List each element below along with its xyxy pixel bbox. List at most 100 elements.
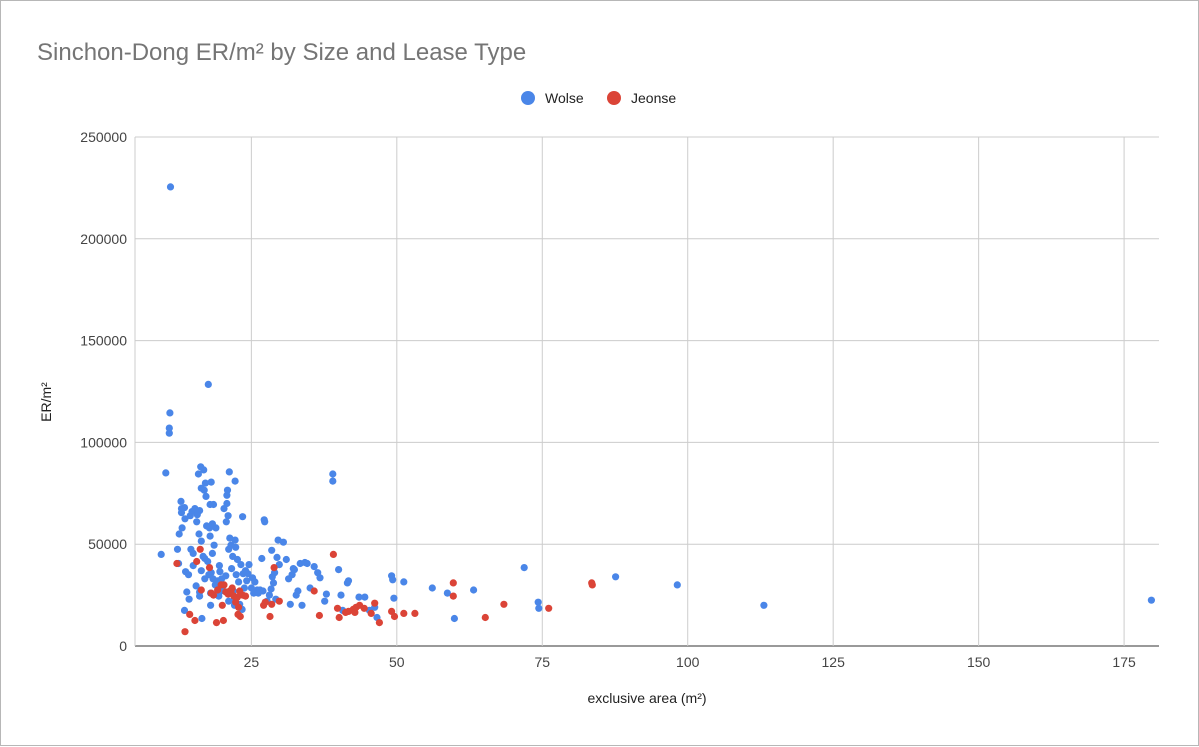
data-point-wolse <box>200 486 208 494</box>
data-point-wolse <box>197 567 205 575</box>
y-tick-label: 100000 <box>80 434 127 450</box>
data-point-wolse <box>165 429 173 437</box>
data-point-wolse <box>310 563 318 571</box>
legend-marker-wolse <box>521 91 535 105</box>
data-point-wolse <box>228 565 236 573</box>
series-wolse <box>157 183 1155 623</box>
data-point-wolse <box>222 572 230 580</box>
data-point-wolse <box>450 614 458 623</box>
y-tick-label: 150000 <box>80 333 127 349</box>
data-point-jeonse <box>390 612 399 621</box>
data-point-wolse <box>361 593 369 601</box>
data-point-jeonse <box>196 545 204 553</box>
data-point-jeonse <box>449 579 457 587</box>
data-point-jeonse <box>329 550 337 559</box>
x-axis-label: exclusive area (m²) <box>587 690 706 706</box>
data-point-wolse <box>198 614 206 623</box>
y-axis-ticks: 0 50000 100000 150000 200000 250000 <box>80 129 127 654</box>
x-axis-ticks: 25 50 75 100 125 150 175 <box>244 654 1136 670</box>
data-point-wolse <box>215 562 223 570</box>
chart-title: Sinchon-Dong ER/m² by Size and Lease Typ… <box>37 39 526 66</box>
data-point-wolse <box>196 592 204 600</box>
data-point-wolse <box>329 477 337 485</box>
data-point-jeonse <box>186 610 194 619</box>
data-point-jeonse <box>360 604 368 612</box>
data-point-jeonse <box>500 600 508 608</box>
data-point-wolse <box>166 183 175 191</box>
data-point-wolse <box>237 561 245 569</box>
data-point-wolse <box>267 585 275 593</box>
data-point-wolse <box>195 530 203 538</box>
data-point-wolse <box>225 468 233 476</box>
data-point-wolse <box>470 586 478 594</box>
data-point-jeonse <box>266 612 274 621</box>
x-tick-label: 150 <box>967 654 991 670</box>
data-point-wolse <box>329 470 337 478</box>
data-point-wolse <box>189 549 197 558</box>
data-point-wolse <box>166 409 174 417</box>
legend-label-wolse: Wolse <box>545 90 584 106</box>
legend-label-jeonse: Jeonse <box>631 90 676 106</box>
data-point-wolse <box>200 466 208 474</box>
data-point-jeonse <box>241 592 250 600</box>
data-point-wolse <box>196 507 204 515</box>
data-point-wolse <box>265 591 273 599</box>
gridlines <box>134 136 1159 647</box>
data-point-jeonse <box>220 581 228 589</box>
data-point-wolse <box>520 564 528 572</box>
data-point-wolse <box>294 587 302 595</box>
data-point-wolse <box>251 578 259 586</box>
data-point-wolse <box>194 470 202 478</box>
data-point-wolse <box>223 499 231 508</box>
data-point-wolse <box>193 518 201 526</box>
y-tick-label: 0 <box>119 638 127 654</box>
data-point-jeonse <box>219 616 227 625</box>
data-point-wolse <box>185 595 193 603</box>
data-point-jeonse <box>193 557 201 566</box>
data-point-jeonse <box>545 604 553 612</box>
data-point-wolse <box>337 591 345 599</box>
y-axis-label: ER/m² <box>38 382 54 422</box>
data-point-wolse <box>673 581 681 589</box>
data-point-wolse <box>535 604 543 612</box>
data-point-wolse <box>269 579 278 587</box>
data-point-jeonse <box>212 619 221 627</box>
data-point-wolse <box>207 478 215 486</box>
data-points <box>157 183 1155 636</box>
x-tick-label: 25 <box>244 654 260 670</box>
data-point-wolse <box>157 550 165 559</box>
x-tick-label: 175 <box>1112 654 1136 670</box>
data-point-wolse <box>232 571 240 579</box>
data-point-jeonse <box>449 592 457 600</box>
data-point-jeonse <box>335 613 343 622</box>
data-point-jeonse <box>375 619 383 627</box>
data-point-wolse <box>389 576 397 584</box>
data-point-wolse <box>316 574 324 582</box>
data-point-wolse <box>212 524 220 532</box>
data-point-wolse <box>1147 596 1155 604</box>
data-point-wolse <box>261 518 269 526</box>
data-point-wolse <box>204 380 212 388</box>
data-point-wolse <box>162 469 170 477</box>
data-point-jeonse <box>315 611 323 620</box>
x-tick-label: 50 <box>389 654 405 670</box>
data-point-wolse <box>235 578 243 586</box>
data-point-wolse <box>400 578 408 586</box>
x-tick-label: 75 <box>534 654 550 670</box>
data-point-wolse <box>165 424 173 432</box>
data-point-wolse <box>197 537 205 545</box>
data-point-wolse <box>275 561 283 569</box>
data-point-jeonse <box>197 586 205 594</box>
data-point-wolse <box>180 606 189 615</box>
data-point-jeonse <box>333 604 342 612</box>
data-point-wolse <box>335 566 343 574</box>
data-point-wolse <box>268 546 276 554</box>
data-point-wolse <box>760 601 768 609</box>
data-point-wolse <box>210 541 218 549</box>
data-point-wolse <box>231 536 239 544</box>
x-tick-label: 125 <box>822 654 846 670</box>
data-point-wolse <box>232 543 240 551</box>
data-point-wolse <box>321 597 329 605</box>
data-point-wolse <box>259 587 267 595</box>
